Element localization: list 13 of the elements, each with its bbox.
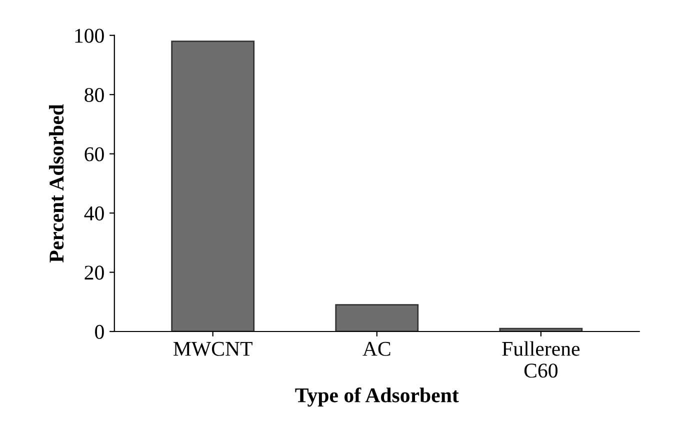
bar [335,304,419,332]
bar [171,40,255,332]
x-tick-label: Fullerene C60 [502,341,580,378]
y-axis-title: Percent Adsorbed [48,104,64,262]
y-tick-label: 100 [75,28,104,43]
x-axis-title: Type of Adsorbent [295,387,459,407]
y-tick-label: 40 [84,206,104,220]
x-tick-label: MWCNT [174,342,252,356]
x-tick-label: AC [362,342,390,356]
y-tick-label: 0 [95,324,104,339]
y-tick-label: 20 [84,266,104,280]
y-tick-label: 80 [84,88,104,102]
y-tick-label: 60 [84,147,104,162]
